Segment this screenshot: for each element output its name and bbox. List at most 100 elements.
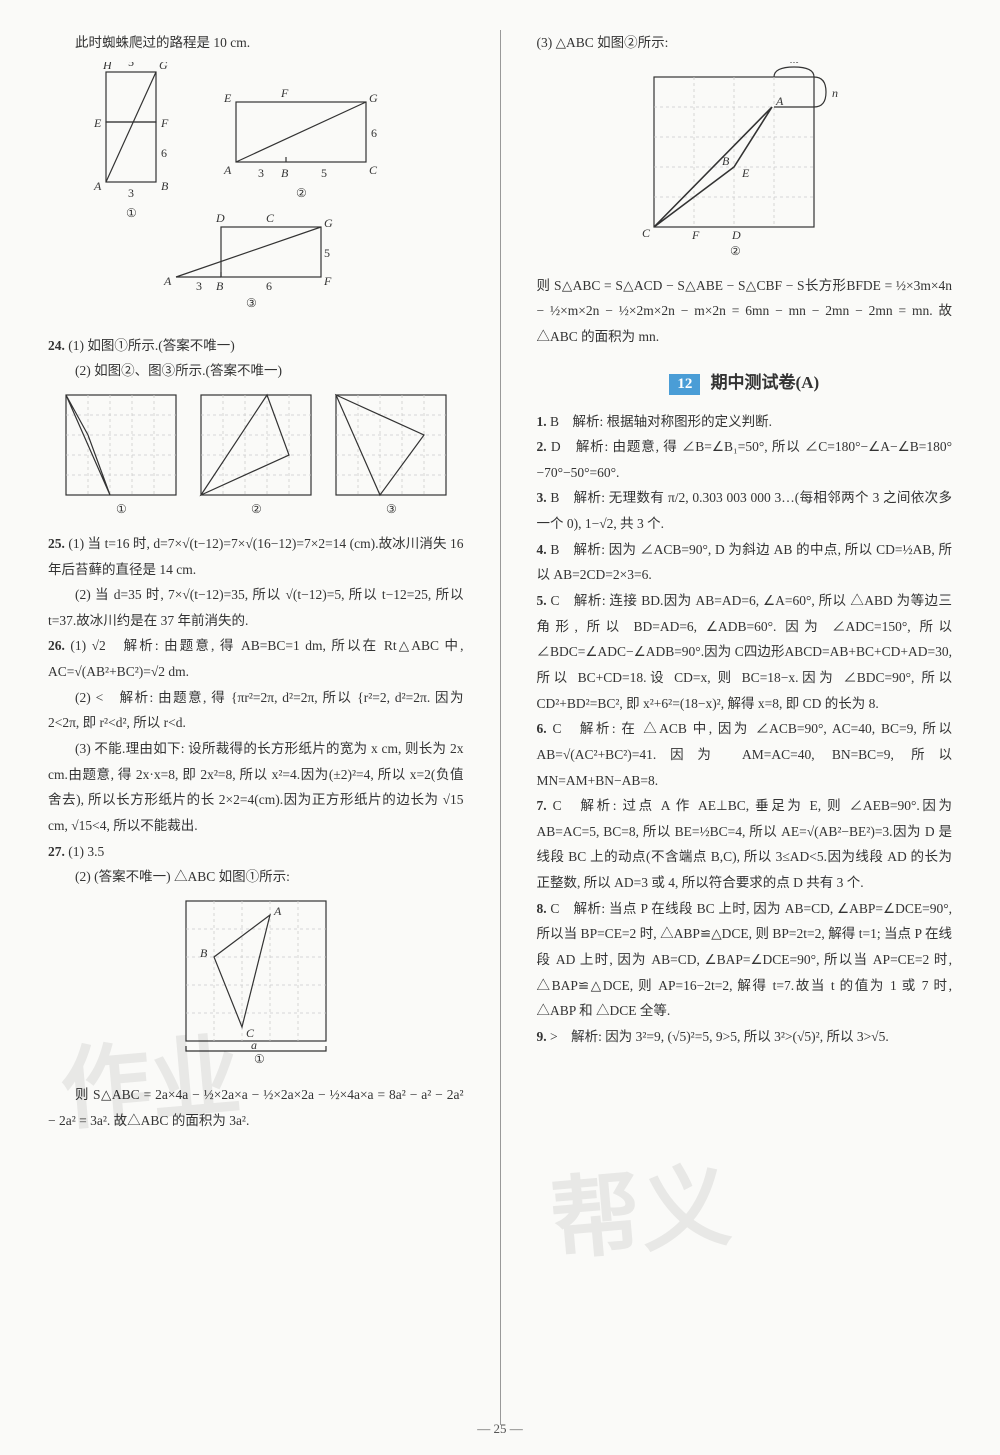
item-text: 解析: 当点 P 在线段 BC 上时, 因为 AB=CD, ∠ABP=∠DCE=… <box>537 901 953 1019</box>
q26-p1: (1) √2 解析: 由题意, 得 AB=BC=1 dm, 所以在 Rt△ABC… <box>48 638 464 679</box>
item-text: 解析: 过点 A 作 AE⊥BC, 垂足为 E, 则 ∠AEB=90°.因为 A… <box>537 798 953 890</box>
answer-item: 2. D 解析: 由题意, 得 ∠B=∠B₁=50°, 所以 ∠C=180°−∠… <box>537 434 953 485</box>
item-text: 解析: 连接 BD.因为 AB=AD=6, ∠A=60°, 所以 △ABD 为等… <box>537 593 953 711</box>
page-container: 此时蜘蛛爬过的路程是 10 cm. H G E F A B 5 6 3 ① <box>48 30 952 1425</box>
svg-text:B: B <box>281 166 289 180</box>
item-text: 解析: 无理数有 π/2, 0.303 003 000 3…(每相邻两个 3 之… <box>537 490 953 531</box>
item-num: 5. <box>537 593 547 608</box>
svg-text:a: a <box>251 1038 257 1052</box>
q26-p2: (2) < 解析: 由题意, 得 {πr²=2π, d²=2π, 所以 {r²=… <box>48 685 464 736</box>
svg-text:G: G <box>159 62 168 72</box>
heading-text: 期中测试卷(A) <box>711 373 820 392</box>
svg-text:①: ① <box>116 502 127 516</box>
answer-item: 8. C 解析: 当点 P 在线段 BC 上时, 因为 AB=CD, ∠ABP=… <box>537 896 953 1024</box>
item-ans: C <box>553 798 562 813</box>
svg-text:F: F <box>323 274 332 288</box>
svg-text:①: ① <box>254 1052 265 1066</box>
q27-p3: 则 S△ABC = 2a×4a − ½×2a×a − ½×2a×2a − ½×4… <box>48 1082 464 1133</box>
svg-text:A: A <box>93 179 102 193</box>
r-p0: (3) △ABC 如图②所示: <box>537 30 953 56</box>
q27-p1: (1) 3.5 <box>68 844 104 859</box>
svg-text:5: 5 <box>128 62 134 69</box>
svg-text:D: D <box>215 211 225 225</box>
q27-fig1-svg: A B C ① a <box>171 896 341 1071</box>
svg-text:③: ③ <box>386 502 397 516</box>
svg-text:①: ① <box>126 206 137 220</box>
q27-num: 27. <box>48 844 65 859</box>
item-num: 2. <box>537 439 547 454</box>
heading-box: 12 <box>669 374 700 395</box>
answer-item: 6. C 解析: 在 △ACB 中, 因为 ∠ACB=90°, AC=40, B… <box>537 716 953 793</box>
answer-list: 1. B 解析: 根据轴对称图形的定义判断.2. D 解析: 由题意, 得 ∠B… <box>537 409 953 1050</box>
item-ans: B <box>550 490 559 505</box>
q25-num: 25. <box>48 536 65 551</box>
svg-text:C: C <box>266 211 275 225</box>
svg-text:6: 6 <box>161 146 167 160</box>
item-num: 9. <box>537 1029 547 1044</box>
column-divider <box>500 30 501 1425</box>
svg-text:E: E <box>93 116 102 130</box>
item-ans: B <box>550 542 559 557</box>
page-number: — 25 — <box>0 1421 1000 1437</box>
fig2: A B C F D E n m ② <box>537 62 953 267</box>
svg-text:F: F <box>280 86 289 100</box>
svg-text:F: F <box>160 116 169 130</box>
item-text: 解析: 根据轴对称图形的定义判断. <box>573 414 773 429</box>
svg-text:H: H <box>102 62 113 72</box>
q24-grids-svg: ① ② ③ <box>56 390 456 520</box>
svg-text:B: B <box>200 946 208 960</box>
svg-text:3: 3 <box>258 166 264 180</box>
q25-p1: (1) 当 t=16 时, d=7×√(t−12)=7×√(16−12)=7×2… <box>48 536 464 577</box>
q26: 26. (1) √2 解析: 由题意, 得 AB=BC=1 dm, 所以在 Rt… <box>48 633 464 684</box>
svg-text:B: B <box>722 154 730 168</box>
svg-text:A: A <box>775 94 784 108</box>
svg-text:B: B <box>161 179 169 193</box>
item-num: 4. <box>537 542 547 557</box>
answer-item: 9. > 解析: 因为 3²=9, (√5)²=5, 9>5, 所以 3²>(√… <box>537 1024 953 1050</box>
right-column: (3) △ABC 如图②所示: A B C F D E n <box>537 30 953 1425</box>
svg-text:6: 6 <box>371 126 377 140</box>
svg-text:②: ② <box>251 502 262 516</box>
svg-text:3: 3 <box>196 279 202 293</box>
q27: 27. (1) 3.5 <box>48 839 464 865</box>
q25-p2: (2) 当 d=35 时, 7×√(t−12)=35, 所以 √(t−12)=5… <box>48 582 464 633</box>
item-text: 解析: 因为 ∠ACB=90°, D 为斜边 AB 的中点, 所以 CD=½AB… <box>537 542 953 583</box>
svg-text:E: E <box>223 91 232 105</box>
svg-text:5: 5 <box>324 246 330 260</box>
answer-item: 1. B 解析: 根据轴对称图形的定义判断. <box>537 409 953 435</box>
item-ans: D <box>551 439 561 454</box>
svg-text:n: n <box>832 86 838 100</box>
svg-text:m: m <box>790 62 799 66</box>
svg-text:②: ② <box>730 244 741 258</box>
svg-text:B: B <box>216 279 224 293</box>
svg-text:6: 6 <box>266 279 272 293</box>
r-areacalc: 则 S△ABC = S△ACD − S△ABE − S△CBF − S长方形BF… <box>537 273 953 350</box>
svg-text:③: ③ <box>246 296 257 310</box>
q25: 25. (1) 当 t=16 时, d=7×√(t−12)=7×√(16−12)… <box>48 531 464 582</box>
svg-text:G: G <box>324 216 333 230</box>
net-diagrams-svg: H G E F A B 5 6 3 ① E F G A B C 6 3 5 <box>66 62 446 322</box>
svg-text:A: A <box>163 274 172 288</box>
item-ans: C <box>552 721 561 736</box>
item-text: 解析: 由题意, 得 ∠B=∠B₁=50°, 所以 ∠C=180°−∠A−∠B=… <box>537 439 953 480</box>
answer-item: 7. C 解析: 过点 A 作 AE⊥BC, 垂足为 E, 则 ∠AEB=90°… <box>537 793 953 896</box>
item-ans: C <box>550 593 559 608</box>
q24-p2: (2) 如图②、图③所示.(答案不唯一) <box>48 358 464 384</box>
item-num: 1. <box>537 414 547 429</box>
svg-text:C: C <box>642 226 651 240</box>
q24-num: 24. <box>48 338 65 353</box>
svg-text:F: F <box>691 228 700 242</box>
intro-text: 此时蜘蛛爬过的路程是 10 cm. <box>48 30 464 56</box>
q26-p3: (3) 不能.理由如下: 设所裁得的长方形纸片的宽为 x cm, 则长为 2x … <box>48 736 464 839</box>
svg-text:E: E <box>741 166 750 180</box>
q24-p1: (1) 如图①所示.(答案不唯一) <box>68 338 234 353</box>
q27-fig1: A B C ① a <box>48 896 464 1076</box>
q24-grids: ① ② ③ <box>48 390 464 525</box>
svg-text:D: D <box>731 228 741 242</box>
item-text: 解析: 在 △ACB 中, 因为 ∠ACB=90°, AC=40, BC=9, … <box>537 721 953 787</box>
svg-text:A: A <box>273 904 282 918</box>
answer-item: 3. B 解析: 无理数有 π/2, 0.303 003 000 3…(每相邻两… <box>537 485 953 536</box>
svg-text:C: C <box>369 163 378 177</box>
answer-item: 4. B 解析: 因为 ∠ACB=90°, D 为斜边 AB 的中点, 所以 C… <box>537 537 953 588</box>
fig2-svg: A B C F D E n m ② <box>634 62 854 262</box>
